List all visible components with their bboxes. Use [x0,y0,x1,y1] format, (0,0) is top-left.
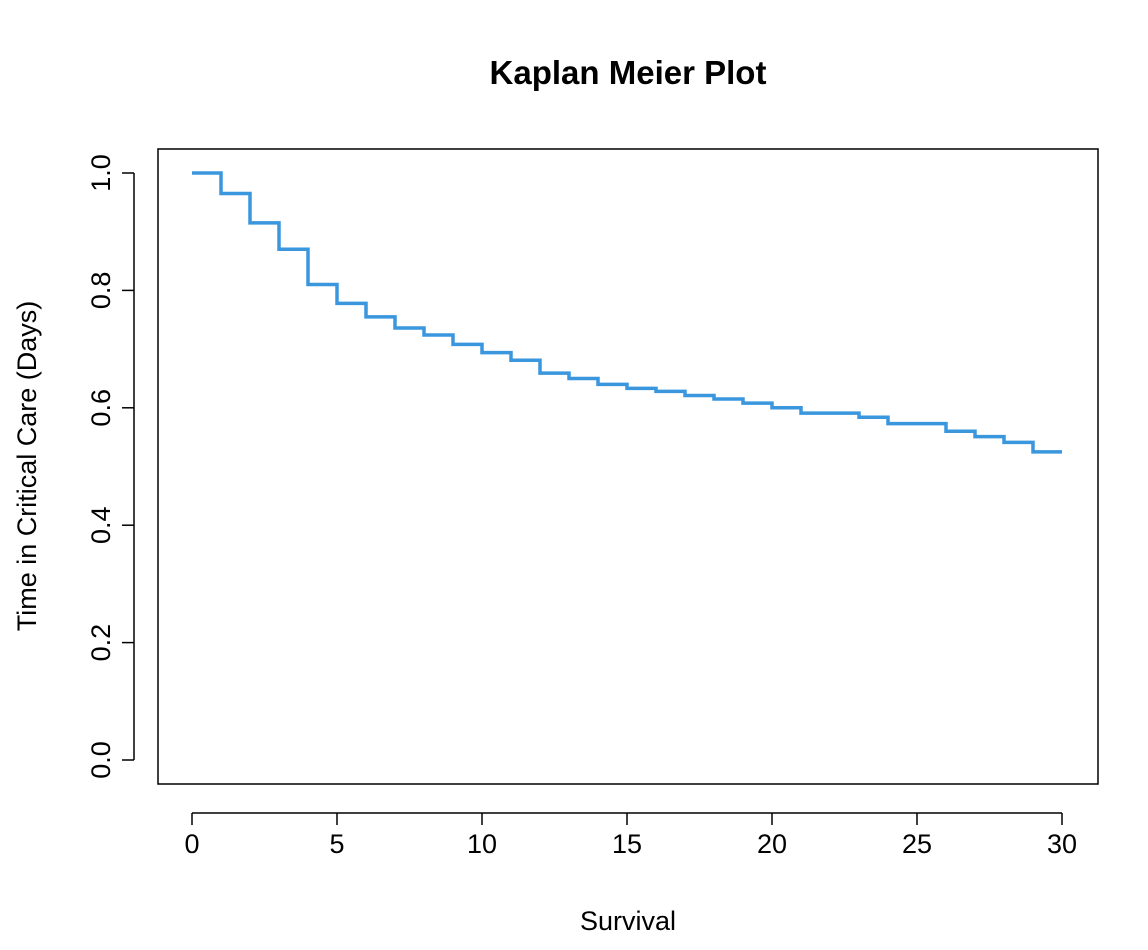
survival-step-point [1002,440,1006,444]
survival-step-point [219,192,223,196]
y-tick-label: 0.2 [86,624,116,662]
survival-step-point [451,342,455,346]
survival-step-point [393,326,397,330]
y-axis: 0.0 0.2 0.4 0.6 0.8 1.0 [86,154,135,779]
survival-step-point [973,435,977,439]
x-axis: 0 5 10 15 20 25 30 [184,812,1077,859]
chart-title: Kaplan Meier Plot [490,54,767,91]
survival-step-point [248,221,252,225]
survival-step-point [654,389,658,393]
survival-step-point [857,415,861,419]
survival-step-point [422,333,426,337]
x-axis-label: Survival [580,906,676,936]
survival-step-point [828,411,832,415]
survival-step-point [364,315,368,319]
survival-step-point [799,411,803,415]
x-tick-label: 25 [902,829,932,859]
survival-step-point [625,386,629,390]
survival-step-point [944,429,948,433]
survival-step-point [596,382,600,386]
survival-step-point [770,406,774,410]
survival-step-point [1031,450,1035,454]
x-tick-label: 20 [757,829,787,859]
survival-step-point [683,393,687,397]
x-tick-label: 10 [467,829,497,859]
survival-step-point [190,171,194,175]
survival-step-point [886,422,890,426]
x-tick-label: 0 [184,829,199,859]
y-tick-label: 0.8 [86,272,116,310]
x-tick-label: 15 [612,829,642,859]
series-layer [190,171,1064,454]
survival-step-point [538,371,542,375]
y-axis-label: Time in Critical Care (Days) [12,301,42,632]
y-tick-label: 1.0 [86,154,116,192]
survival-step-point [567,376,571,380]
y-tick-label: 0.6 [86,389,116,427]
x-tick-label: 5 [329,829,344,859]
survival-step-point [335,301,339,305]
survival-step-point [915,422,919,426]
survival-step-point [277,247,281,251]
x-tick-label: 30 [1047,829,1077,859]
survival-step-line [192,171,1062,454]
plot-frame [157,148,1099,785]
survival-step-point [712,397,716,401]
y-tick-label: 0.4 [86,506,116,544]
y-tick-label: 0.0 [86,741,116,779]
survival-step-point [480,351,484,355]
survival-step-point [509,358,513,362]
survival-step-point [741,401,745,405]
survival-step-point [306,283,310,287]
survival-step-point [1060,450,1064,454]
